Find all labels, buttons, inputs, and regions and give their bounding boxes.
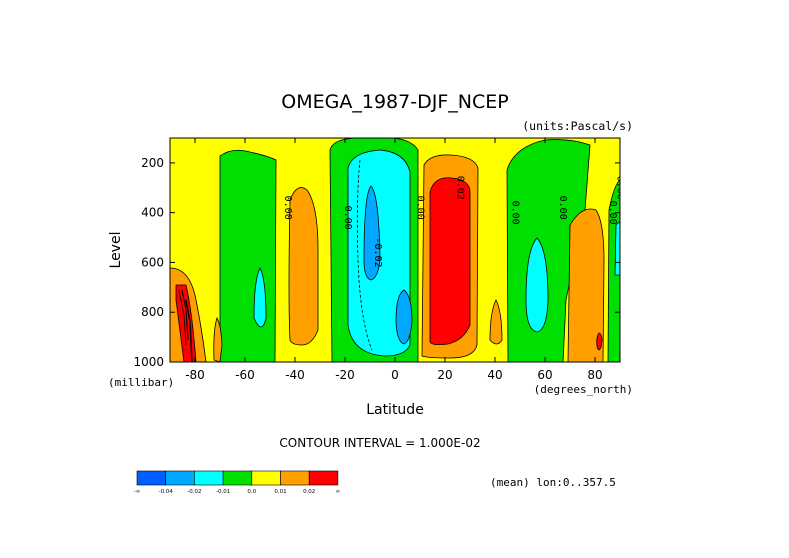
x-tick-label: -40 <box>285 368 305 382</box>
y-tick-label: 400 <box>141 206 164 220</box>
contour-label: 0.00 <box>415 196 426 220</box>
chart-title: OMEGA_1987-DJF_NCEP <box>281 91 508 113</box>
contour-label: 0.00 <box>615 176 626 200</box>
x-tick-label: 40 <box>487 368 502 382</box>
y-units-label: (millibar) <box>108 376 174 389</box>
contour-region-pos-south-70 <box>213 317 223 362</box>
colorbar-label: 0.0 <box>247 489 256 495</box>
colorbar-swatch <box>308 470 339 486</box>
contour-region-neg-min-2 <box>253 267 267 328</box>
y-tick-label: 200 <box>141 156 164 170</box>
contour-region-pos-max-np <box>596 332 603 351</box>
contour-region-neg-south-60 <box>219 149 277 362</box>
colorbar-swatch <box>251 470 281 486</box>
plot-area: 0.00 0.00-0.020.000.020.00 0.00 0.000.00 <box>170 138 626 362</box>
contour-interval: CONTOUR INTERVAL = 1.000E-02 <box>279 436 480 450</box>
contour-region-pos-max <box>429 177 471 346</box>
contour-region-pos-north-80 <box>567 208 605 362</box>
contour-label: 0.00 <box>510 201 521 225</box>
contour-region-neg-min-3 <box>525 237 549 333</box>
colorbar-label: -0.04 <box>159 489 174 495</box>
colorbar-swatch <box>165 470 195 486</box>
x-axis: -80 -60 -40 -20 0 20 40 60 80 <box>185 138 603 382</box>
x-tick-label: -20 <box>335 368 355 382</box>
contour-label: 0.00 <box>342 206 353 230</box>
contour-labels: 0.00 0.00-0.020.000.020.00 0.00 0.000.00 <box>282 176 626 268</box>
y-axis-label: Level <box>108 232 124 269</box>
colorbar: -∞ -0.04 -0.02 -0.01 0.0 0.01 0.02 ∞ <box>134 470 341 495</box>
colorbar-label: 0.01 <box>274 489 286 495</box>
colorbar-label: ∞ <box>336 489 341 495</box>
x-tick-label: 0 <box>391 368 399 382</box>
y-axis: 200 400 600 800 1000 <box>133 156 620 369</box>
contour-region-neg-core <box>363 185 381 281</box>
y-tick-label: 800 <box>141 305 164 319</box>
contour-streak-sp-2 <box>181 289 189 341</box>
colorbar-swatch <box>280 470 310 486</box>
contour-dashed-zero <box>356 159 373 351</box>
contour-region-pos-south-40 <box>288 187 319 346</box>
contour-label: 0.00 <box>557 196 568 220</box>
x-axis-label: Latitude <box>366 402 424 418</box>
contour-streak-sp <box>185 299 193 362</box>
contour-region-neg-min-np <box>614 222 620 276</box>
x-tick-label: 60 <box>537 368 552 382</box>
contour-label: 0.02 <box>455 176 466 200</box>
mean-lon-label: (mean) lon:0..357.5 <box>490 476 616 489</box>
contour-label: -0.02 <box>372 237 383 267</box>
contour-label: 0.00 <box>282 196 293 220</box>
x-tick-label: 20 <box>437 368 452 382</box>
contour-region-pos-north-40 <box>489 299 503 345</box>
x-tick-label: -80 <box>185 368 205 382</box>
colorbar-swatch <box>194 470 224 486</box>
contour-region-neg-core-2 <box>395 289 413 345</box>
colorbar-label: 0.02 <box>303 489 315 495</box>
colorbar-label: -∞ <box>134 489 141 495</box>
x-tick-label: 80 <box>587 368 602 382</box>
y-tick-label: 1000 <box>133 355 164 369</box>
contour-streak-sp-3 <box>178 289 187 346</box>
colorbar-swatch <box>136 470 167 486</box>
colorbar-label: -0.01 <box>216 489 230 495</box>
colorbar-label: -0.02 <box>187 489 201 495</box>
colorbar-swatch <box>222 470 253 486</box>
x-units-label: (degrees_north) <box>534 383 633 396</box>
units-label: (units:Pascal/s) <box>522 119 633 133</box>
y-tick-label: 600 <box>141 255 164 269</box>
contour-label: 0.00 <box>607 201 618 225</box>
x-tick-label: -60 <box>235 368 255 382</box>
